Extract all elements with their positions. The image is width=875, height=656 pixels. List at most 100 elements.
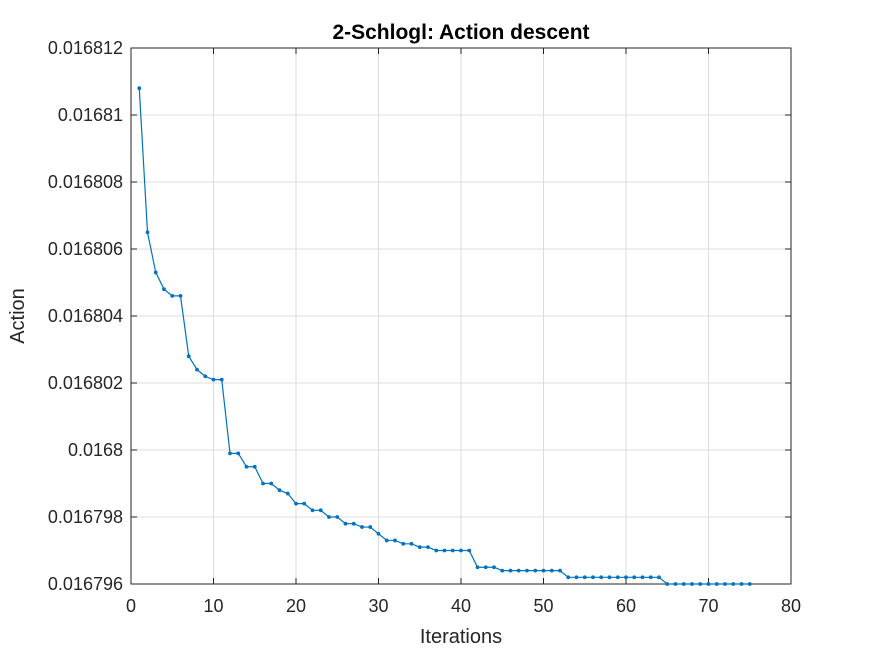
data-point: [459, 548, 463, 553]
data-point: [632, 575, 637, 580]
data-point: [277, 488, 282, 493]
data-point: [640, 575, 645, 580]
y-tick-label: 0.016796: [48, 574, 123, 594]
data-point: [203, 374, 208, 379]
x-tick-label: 0: [126, 596, 136, 616]
data-point: [343, 521, 348, 526]
data-point: [615, 575, 620, 580]
data-point: [401, 541, 406, 546]
data-point: [236, 451, 241, 456]
data-point: [706, 582, 711, 586]
data-point: [591, 575, 595, 580]
data-point: [665, 582, 670, 586]
data-point: [723, 582, 727, 586]
data-point: [541, 568, 546, 573]
data-point: [739, 582, 744, 586]
data-point: [492, 565, 496, 570]
x-tick-label: 10: [203, 596, 223, 616]
data-point: [393, 538, 397, 543]
data-point: [417, 545, 422, 550]
grid: [130, 47, 792, 585]
data-point: [549, 568, 554, 573]
data-point: [426, 545, 430, 550]
data-point: [360, 525, 364, 529]
data-point: [318, 508, 323, 513]
x-tick-label: 60: [616, 596, 636, 616]
data-point: [211, 377, 216, 382]
y-axis-label: Action: [7, 288, 29, 344]
data-point: [582, 575, 587, 580]
data-point: [261, 481, 265, 486]
data-point: [475, 565, 480, 570]
data-point: [153, 270, 158, 275]
data-point: [285, 491, 290, 496]
data-point: [269, 481, 274, 486]
data-point: [368, 525, 373, 529]
data-point: [714, 582, 719, 586]
data-point: [657, 575, 661, 580]
y-tick-label: 0.016812: [48, 38, 123, 58]
data-point: [294, 501, 298, 506]
x-tick-label: 80: [781, 596, 801, 616]
x-tick-label: 30: [368, 596, 388, 616]
data-point: [525, 568, 529, 573]
data-point: [376, 531, 381, 536]
data-point: [409, 541, 414, 546]
y-tick-label: 0.016804: [48, 306, 123, 326]
data-point: [384, 538, 389, 543]
data-point: [599, 575, 604, 580]
data-point: [351, 521, 356, 526]
data-point: [244, 464, 249, 469]
data-point: [607, 575, 612, 580]
y-tick-label: 0.01681: [58, 105, 123, 125]
data-point: [327, 515, 331, 519]
x-tick-label: 70: [698, 596, 718, 616]
data-point: [648, 575, 653, 580]
data-point: [195, 367, 199, 372]
x-axis-label: Iterations: [420, 626, 502, 648]
data-point: [178, 294, 183, 298]
data-point: [483, 565, 488, 570]
data-point: [624, 575, 628, 580]
data-point: [731, 582, 736, 586]
y-tick-label: 0.016802: [48, 373, 123, 393]
data-point: [673, 582, 678, 586]
x-tick-label: 20: [286, 596, 306, 616]
data-point: [467, 548, 472, 553]
data-point: [228, 451, 232, 456]
data-point: [558, 568, 562, 573]
data-point: [681, 582, 686, 586]
data-point: [516, 568, 521, 573]
data-point: [137, 86, 142, 91]
data-point: [252, 464, 257, 469]
data-point: [145, 230, 150, 235]
x-tick-label: 40: [451, 596, 471, 616]
data-point: [566, 575, 571, 580]
data-point: [747, 582, 752, 586]
data-point: [434, 548, 439, 553]
chart-title: 2-Schlogl: Action descent: [332, 21, 589, 44]
data-point: [690, 582, 694, 586]
x-tick-label: 50: [533, 596, 553, 616]
data-point: [442, 548, 447, 553]
y-tick-label: 0.016806: [48, 239, 123, 259]
ticks: 0 10 20 30 40 50 60 70 800.0167960.0167980.01680…: [48, 38, 801, 616]
data-point: [533, 568, 538, 573]
data-point: [500, 568, 505, 573]
series-action: [137, 86, 752, 586]
y-tick-label: 0.016798: [48, 507, 123, 527]
data-point: [508, 568, 513, 573]
data-point: [186, 354, 191, 359]
data-point: [450, 548, 455, 553]
data-point: [302, 501, 307, 506]
data-point: [698, 582, 703, 586]
y-tick-label: 0.0168: [68, 440, 123, 460]
data-point: [170, 294, 175, 298]
y-tick-label: 0.016808: [48, 172, 123, 192]
data-point: [162, 287, 166, 292]
data-point: [219, 377, 224, 382]
data-point: [310, 508, 315, 513]
data-point: [335, 515, 340, 519]
